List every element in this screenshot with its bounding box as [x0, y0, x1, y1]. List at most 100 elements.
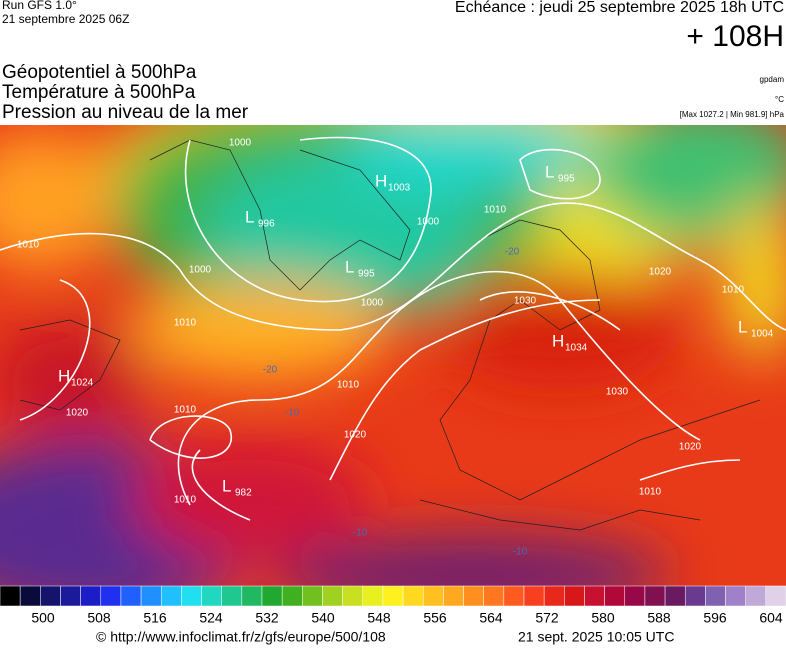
center-letter: L [545, 162, 554, 181]
center-letter: L [345, 257, 354, 276]
colorbar-swatch [342, 585, 364, 607]
isobar-label: 1020 [344, 430, 367, 441]
colorbar-swatch [725, 585, 746, 607]
isobar-label: 1010 [639, 487, 662, 498]
center-letter: L [222, 476, 231, 495]
colorbar-swatch [140, 585, 162, 607]
colorbar-label: 516 [143, 610, 167, 626]
isobar-label: 1010 [722, 285, 745, 296]
isobar-label: 1020 [66, 408, 89, 419]
colorbar-swatch [543, 585, 565, 607]
colorbar-swatch [584, 585, 605, 607]
center-value: 1024 [71, 378, 94, 389]
colorbar-swatch [241, 585, 263, 607]
temperature-label: -10 [513, 547, 528, 558]
isobar-label: 1030 [606, 387, 629, 398]
temperature-label: -20 [505, 247, 520, 258]
colorbar-swatch [523, 585, 545, 607]
isobar-label: 1010 [174, 318, 197, 329]
title: Géopotentiel à 500hPa [2, 62, 197, 83]
center-letter: H [58, 366, 70, 385]
colorbar-swatch [120, 585, 142, 607]
isobar-label: 1000 [229, 138, 252, 149]
unit: gpdam [760, 75, 785, 84]
temperature-label: -10 [353, 528, 368, 539]
isobar-label: 1010 [174, 405, 197, 416]
temperature-label: -20 [263, 365, 278, 376]
colorbar-swatch [705, 585, 726, 607]
colorbar-swatch [80, 585, 102, 607]
colorbar-swatch [745, 585, 767, 607]
run-date: 21 septembre 2025 06Z [2, 12, 129, 26]
colorbar-swatch [402, 585, 424, 607]
isobar-label: 1010 [337, 380, 360, 391]
center-value: 982 [235, 488, 252, 499]
colorbar-swatch [443, 585, 464, 607]
center-letter: H [375, 171, 387, 190]
colorbar-swatch [201, 585, 222, 607]
colorbar-label: 540 [311, 610, 335, 626]
colorbar-swatch [181, 585, 202, 607]
colorbar-swatch [302, 585, 323, 607]
colorbar-swatch [765, 585, 786, 607]
colorbar-label: 564 [479, 610, 503, 626]
colorbar-label: 508 [87, 610, 111, 626]
colorbar-swatch [684, 585, 706, 607]
colorbar-swatch [221, 585, 243, 607]
isobar-label: 1000 [189, 265, 212, 276]
isobar-label: 1000 [417, 217, 440, 228]
colorbar-label: 588 [647, 610, 671, 626]
colorbar-swatch [382, 585, 404, 607]
temperature-label: -10 [285, 408, 300, 419]
colorbar-swatch [261, 585, 283, 607]
colorbar-swatch [624, 585, 646, 607]
colorbar-label: 524 [199, 610, 223, 626]
colorbar-label: 604 [759, 610, 783, 626]
isobar-label: 1000 [361, 298, 384, 309]
colorbar-label: 596 [703, 610, 727, 626]
run-label: Run GFS 1.0° [2, 0, 77, 12]
isobar-label: 1010 [174, 495, 197, 506]
colorbar-swatch [60, 585, 81, 607]
colorbar-swatch [100, 585, 122, 607]
center-value: 995 [358, 269, 375, 280]
colorbar-swatch [322, 585, 343, 607]
header: Run GFS 1.0° 21 septembre 2025 06Z Echéa… [2, 0, 785, 123]
colorbar-label: 572 [535, 610, 559, 626]
unit: [Max 1027.2 | Min 981.9] hPa [680, 110, 785, 119]
unit: °C [775, 95, 784, 104]
colorbar-swatch [160, 585, 182, 607]
colorbar-label: 556 [423, 610, 447, 626]
colorbar-swatch [0, 585, 21, 607]
colorbar-label: 580 [591, 610, 615, 626]
colorbar-swatch [604, 585, 626, 607]
title: Pression au niveau de la mer [2, 102, 249, 123]
colorbar-swatch [19, 585, 41, 607]
colorbar-label: 548 [367, 610, 391, 626]
isobar-label: 1010 [484, 205, 507, 216]
colorbar-swatch [483, 585, 505, 607]
isobar-label: 1020 [649, 267, 672, 278]
isobar-label: 1010 [17, 240, 40, 251]
center-value: 995 [558, 174, 575, 185]
isobar-label: 1020 [679, 442, 702, 453]
colorbar-swatch [463, 585, 484, 607]
colorbar-swatch [664, 585, 686, 607]
colorbar-label: 532 [255, 610, 279, 626]
colorbar-swatch [564, 585, 585, 607]
valid-time: Echéance : jeudi 25 septembre 2025 18h U… [455, 0, 784, 16]
colorbar-swatch [362, 585, 384, 607]
center-letter: L [245, 207, 254, 226]
center-value: 1034 [565, 343, 588, 354]
isobar-label: 1030 [514, 296, 537, 307]
generated: 21 sept. 2025 10:05 UTC [518, 629, 674, 645]
title: Température à 500hPa [2, 82, 196, 103]
center-letter: H [552, 331, 564, 350]
center-value: 1003 [388, 183, 411, 194]
center-letter: L [738, 317, 747, 336]
center-value: 1004 [751, 329, 774, 340]
lead-time: + 108H [686, 20, 784, 53]
colorbar-swatch [281, 585, 303, 607]
colorbar-swatch [40, 585, 61, 607]
